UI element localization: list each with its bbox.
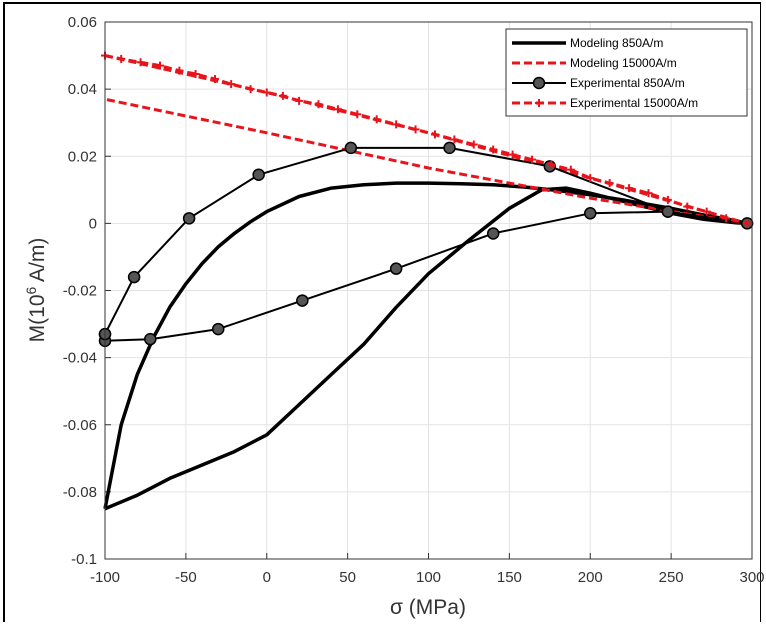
legend-marker <box>535 99 543 107</box>
data-point <box>296 294 309 307</box>
y-axis-label-unit: A/m) <box>26 238 49 287</box>
legend-item: Experimental 15000A/m <box>512 96 698 110</box>
data-point <box>252 168 265 181</box>
x-tick-labels: -100 -50 0 50 100 150 200 250 300 <box>90 569 765 586</box>
legend-item: Modeling 850A/m <box>512 36 663 50</box>
series-3 <box>101 51 752 228</box>
data-point <box>117 54 126 63</box>
legend-label: Experimental 15000A/m <box>570 96 698 110</box>
y-tick-label: -0.04 <box>63 350 97 367</box>
data-point <box>644 189 653 198</box>
data-point <box>469 140 478 149</box>
y-tick-label: 0.02 <box>68 148 97 165</box>
legend-label: Modeling 15000A/m <box>570 56 677 70</box>
data-point <box>227 80 236 89</box>
y-tick-label: 0.04 <box>68 81 97 98</box>
legend-label: Modeling 850A/m <box>570 36 663 50</box>
data-point <box>182 212 196 225</box>
data-point <box>295 96 304 105</box>
data-point <box>144 332 157 346</box>
data-point <box>262 88 271 97</box>
data-point <box>127 270 141 284</box>
y-axis-label: M(106 A/m) <box>23 238 49 343</box>
data-point <box>333 105 342 114</box>
y-tick-label: -0.06 <box>63 417 97 434</box>
data-point <box>584 207 597 220</box>
legend-item: Modeling 15000A/m <box>512 56 677 70</box>
data-point <box>246 85 255 94</box>
y-tick-label: -0.08 <box>63 484 97 501</box>
series-2 <box>98 141 754 348</box>
x-tick-label: 200 <box>578 569 603 586</box>
y-tick-label: 0 <box>89 215 97 232</box>
series-line <box>103 181 749 511</box>
data-point <box>389 262 403 275</box>
y-axis-label-exponent: 6 <box>23 286 39 294</box>
x-tick-label: 250 <box>659 569 684 586</box>
series-0 <box>103 181 749 511</box>
y-tick-labels: -0.1 -0.08 -0.06 -0.04 -0.02 0 0.02 0.04 0.06 <box>63 14 97 568</box>
data-point <box>211 322 225 336</box>
data-point <box>489 145 498 154</box>
legend-marker <box>532 76 546 90</box>
data-point <box>683 202 692 211</box>
x-tick-label: 100 <box>416 569 441 586</box>
data-point <box>508 150 517 159</box>
data-point <box>278 91 287 100</box>
data-point <box>210 75 219 84</box>
data-point <box>450 135 459 144</box>
data-point <box>392 120 401 129</box>
data-point <box>702 207 711 216</box>
data-point <box>486 227 500 240</box>
data-point <box>605 179 614 188</box>
x-tick-label: 300 <box>739 569 764 586</box>
data-point <box>155 61 164 70</box>
data-point <box>528 155 537 164</box>
x-axis-label: σ (MPa) <box>390 596 466 619</box>
y-tick-label: -0.02 <box>63 283 97 300</box>
data-point <box>353 110 362 119</box>
data-point <box>411 125 420 134</box>
data-point <box>430 130 439 139</box>
x-tick-label: 50 <box>339 569 356 586</box>
data-point <box>566 165 575 174</box>
figure-frame <box>3 2 761 622</box>
data-point <box>663 195 672 204</box>
series-layer <box>98 51 754 511</box>
legend-item: Experimental 850A/m <box>512 76 685 90</box>
x-tick-label: 0 <box>263 569 271 586</box>
legend-label: Experimental 850A/m <box>570 76 685 90</box>
x-tick-label: 150 <box>497 569 522 586</box>
x-tick-label: -50 <box>175 569 197 586</box>
y-axis-label-base: M(10 <box>26 294 49 342</box>
y-tick-label: -0.1 <box>71 551 97 568</box>
data-point <box>547 160 556 169</box>
data-point <box>661 205 675 218</box>
data-point <box>175 66 184 75</box>
x-tick-label: -100 <box>90 569 120 586</box>
data-point <box>625 184 634 193</box>
data-point <box>344 141 358 155</box>
data-point <box>136 58 145 67</box>
data-point <box>722 214 731 223</box>
data-point <box>586 174 595 183</box>
data-point <box>372 115 381 124</box>
data-point <box>743 219 752 228</box>
data-point <box>443 141 456 155</box>
data-point <box>314 100 323 109</box>
y-tick-label: 0.06 <box>68 14 97 31</box>
legend: Modeling 850A/m Modeling 15000A/m Experime… <box>505 28 748 117</box>
plot-frame <box>104 21 753 560</box>
data-point <box>191 70 200 79</box>
series-line <box>104 146 749 342</box>
